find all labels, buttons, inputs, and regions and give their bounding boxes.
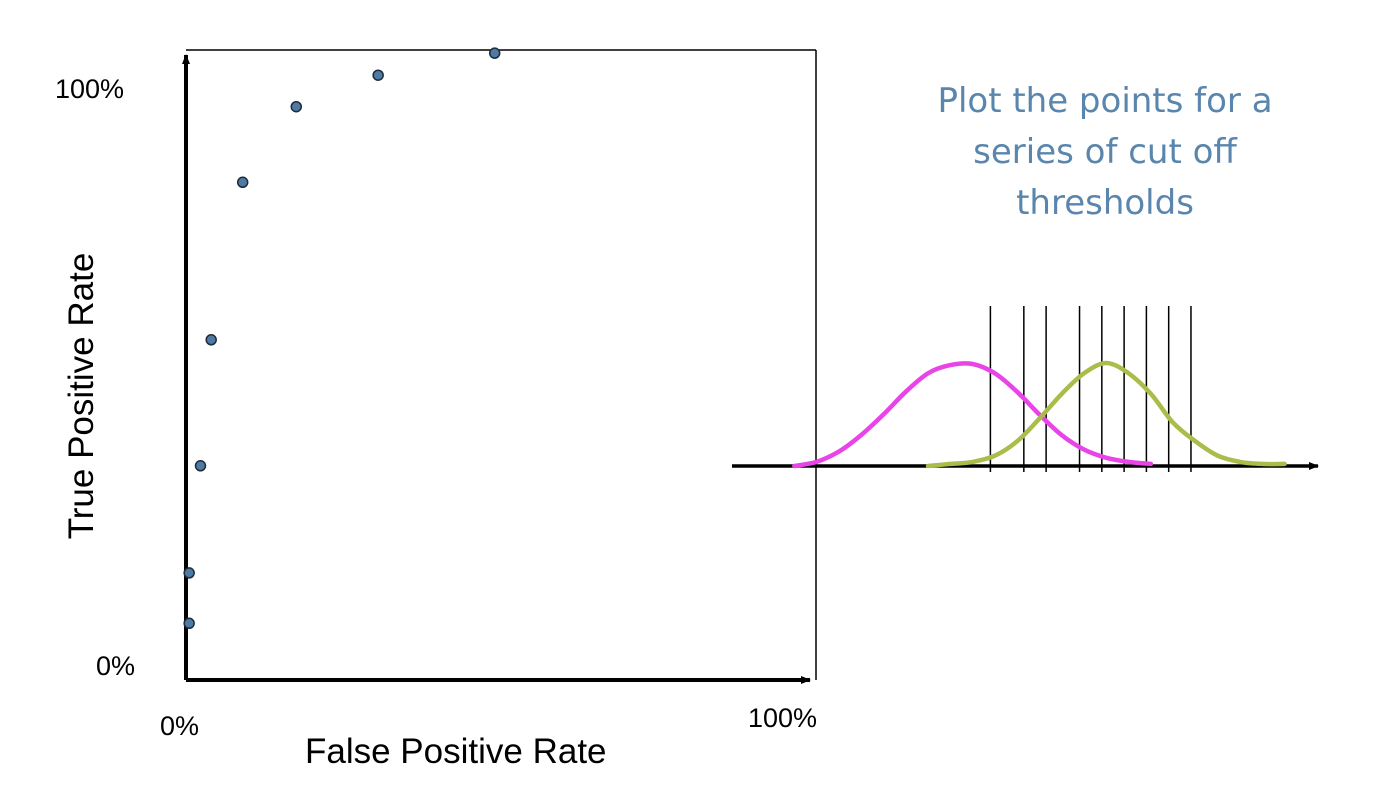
roc-point-3 <box>205 334 217 346</box>
distribution-curve-0 <box>792 361 1154 469</box>
roc-point-1 <box>183 567 195 579</box>
x-tick-label-right: 100% <box>748 703 818 733</box>
x-tick-label-left: 0% <box>160 711 200 741</box>
roc-point-4 <box>236 176 249 189</box>
distribution-curves <box>792 360 1287 469</box>
roc-point-6 <box>372 69 384 81</box>
y-tick-label-top: 100% <box>55 74 125 104</box>
roc-point-5 <box>290 100 302 113</box>
caption-text: Plot the points for a series of cut off … <box>937 81 1273 223</box>
y-axis-title: True Positive Rate <box>62 252 101 540</box>
roc-point-2 <box>194 460 207 472</box>
roc-point-0 <box>183 617 195 630</box>
roc-points <box>183 47 501 630</box>
roc-point-7 <box>488 47 501 59</box>
distribution-curve-1 <box>925 360 1287 469</box>
threshold-lines <box>989 306 1192 472</box>
x-axis-title: False Positive Rate <box>305 732 607 771</box>
y-tick-label-bottom: 0% <box>96 651 136 681</box>
